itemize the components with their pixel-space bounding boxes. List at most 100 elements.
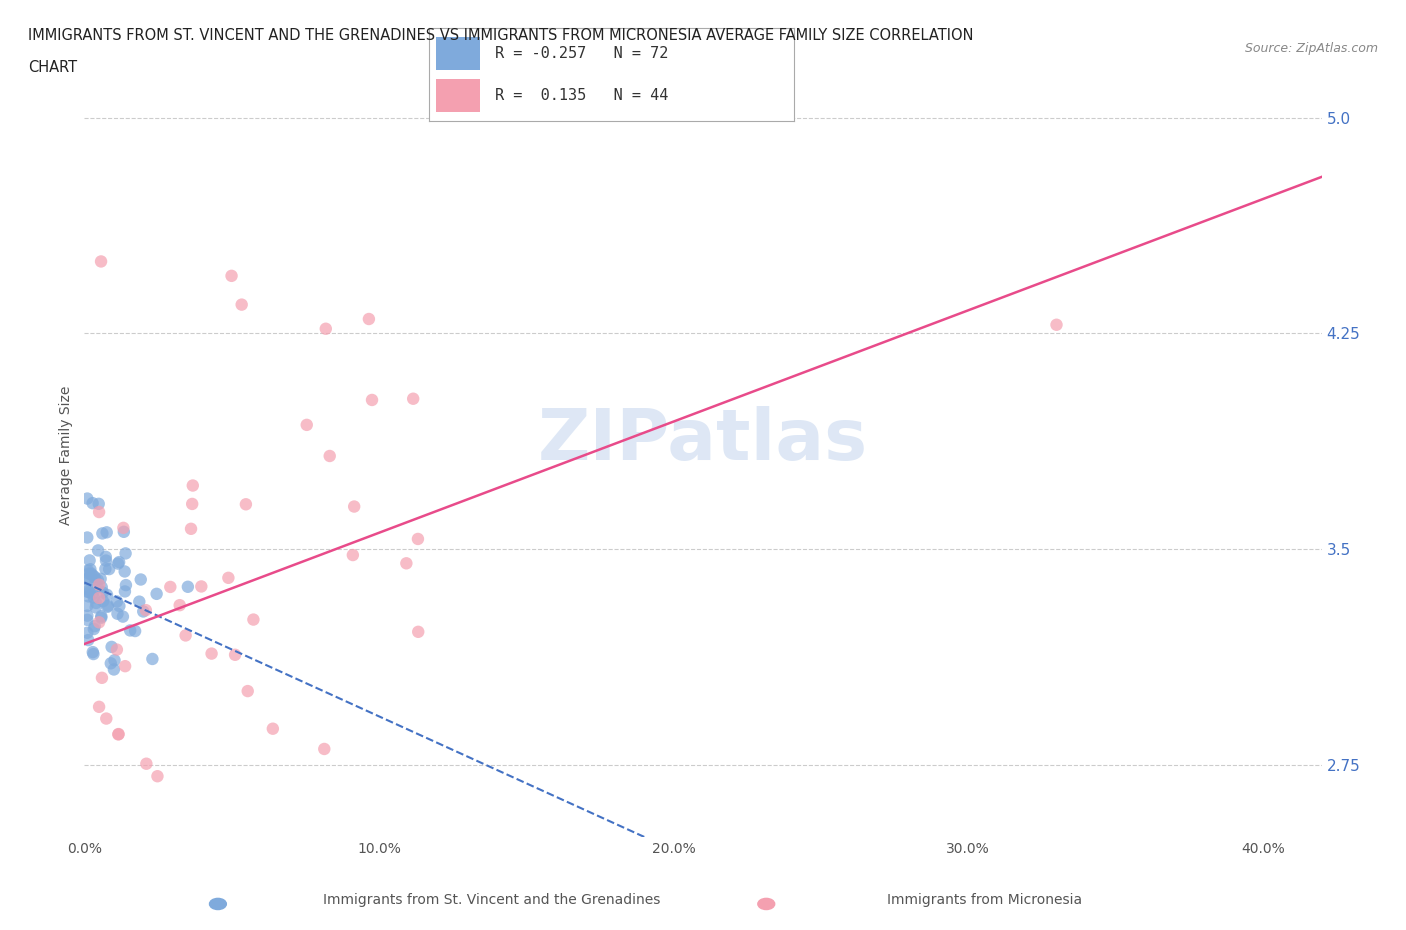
blue	[132, 604, 155, 618]
blue	[108, 599, 131, 614]
blue	[84, 573, 107, 588]
blue	[114, 546, 136, 561]
blue	[115, 578, 138, 592]
blue	[76, 530, 98, 545]
blue	[76, 581, 98, 596]
blue	[82, 496, 104, 511]
pink	[105, 642, 128, 657]
blue	[96, 588, 118, 603]
Text: IMMIGRANTS FROM ST. VINCENT AND THE GRENADINES VS IMMIGRANTS FROM MICRONESIA AVE: IMMIGRANTS FROM ST. VINCENT AND THE GREN…	[28, 28, 973, 43]
blue	[76, 571, 98, 586]
pink	[181, 497, 204, 512]
blue	[90, 571, 112, 586]
blue	[100, 656, 122, 671]
Text: Immigrants from St. Vincent and the Grenadines: Immigrants from St. Vincent and the Gren…	[323, 893, 661, 907]
blue	[91, 593, 114, 608]
blue	[82, 646, 104, 661]
pink	[180, 522, 202, 537]
blue	[90, 609, 112, 624]
pink	[107, 727, 129, 742]
pink	[174, 628, 197, 643]
blue	[94, 550, 117, 565]
blue	[87, 497, 110, 512]
pink	[343, 499, 366, 514]
pink	[135, 756, 157, 771]
pink	[315, 321, 337, 336]
blue	[77, 632, 100, 647]
blue	[108, 554, 131, 569]
pink	[314, 741, 336, 756]
pink	[91, 671, 114, 685]
pink	[87, 578, 110, 592]
pink	[217, 570, 239, 585]
pink	[107, 726, 129, 741]
blue	[82, 568, 104, 583]
blue	[91, 526, 114, 541]
pink	[1045, 317, 1067, 332]
pink	[112, 521, 135, 536]
blue	[83, 590, 105, 604]
blue	[90, 610, 112, 625]
pink	[406, 532, 429, 547]
blue	[79, 562, 101, 577]
FancyBboxPatch shape	[436, 37, 479, 70]
pink	[87, 591, 110, 605]
blue	[107, 606, 129, 621]
blue	[79, 553, 101, 568]
pink	[319, 448, 342, 463]
blue	[84, 595, 107, 610]
blue	[94, 553, 117, 568]
pink	[402, 392, 425, 406]
pink	[181, 478, 204, 493]
blue	[114, 564, 136, 578]
blue	[103, 662, 125, 677]
blue	[98, 562, 121, 577]
blue	[177, 579, 200, 594]
blue	[96, 599, 118, 614]
blue	[90, 579, 112, 594]
blue	[82, 587, 104, 602]
pink	[87, 615, 110, 630]
blue	[76, 608, 98, 623]
blue	[145, 587, 167, 602]
pink	[235, 497, 257, 512]
Text: ZIPatlas: ZIPatlas	[538, 406, 868, 475]
blue	[76, 572, 98, 587]
pink	[200, 646, 222, 661]
FancyBboxPatch shape	[436, 79, 479, 112]
blue	[83, 621, 105, 636]
blue	[83, 569, 105, 584]
Text: R = -0.257   N = 72: R = -0.257 N = 72	[495, 46, 668, 61]
pink	[190, 579, 212, 594]
blue	[103, 653, 125, 668]
blue	[100, 640, 122, 655]
pink	[395, 556, 418, 571]
blue	[77, 563, 100, 578]
blue	[86, 580, 108, 595]
blue	[124, 624, 146, 639]
pink	[87, 505, 110, 520]
pink	[114, 658, 136, 673]
blue	[77, 566, 100, 581]
blue	[107, 556, 129, 571]
pink	[361, 392, 384, 407]
pink	[159, 579, 181, 594]
blue	[129, 572, 152, 587]
Text: Source: ZipAtlas.com: Source: ZipAtlas.com	[1244, 42, 1378, 55]
pink	[342, 548, 364, 563]
blue	[79, 585, 101, 600]
pink	[295, 418, 318, 432]
blue	[83, 618, 105, 633]
blue	[76, 598, 98, 613]
pink	[236, 684, 259, 698]
pink	[231, 298, 253, 312]
blue	[141, 652, 163, 667]
blue	[94, 562, 117, 577]
pink	[169, 598, 191, 613]
blue	[112, 525, 135, 539]
blue	[82, 644, 104, 659]
blue	[120, 623, 142, 638]
pink	[224, 647, 246, 662]
blue	[96, 525, 118, 539]
pink	[357, 312, 380, 326]
